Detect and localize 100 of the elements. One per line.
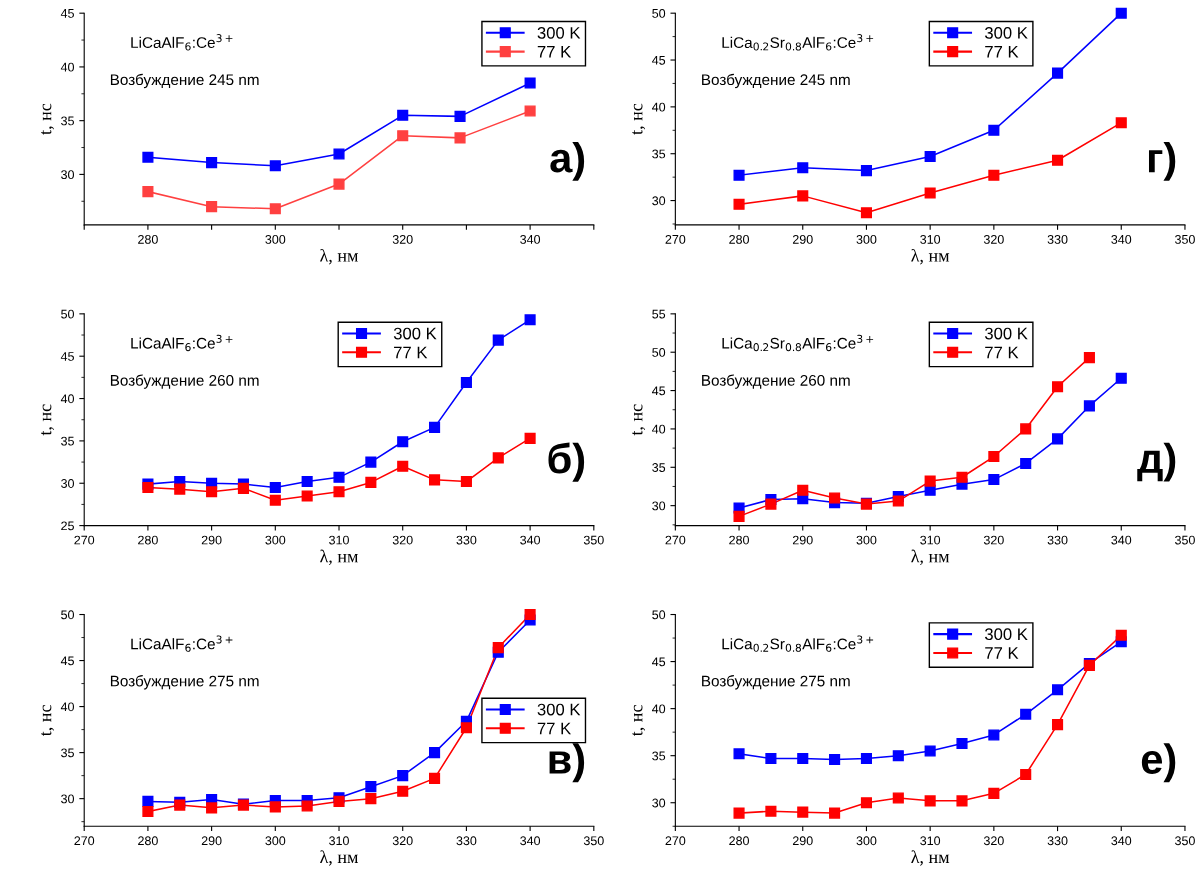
- y-tick-label: 50: [652, 610, 666, 620]
- x-tick-label: 270: [74, 535, 95, 545]
- annotation: LiCa$_{0.2}$Sr$_{0.8}$AlF$_{6}$:Ce$^{3+}$: [722, 34, 874, 51]
- x-tick-label: 270: [665, 234, 686, 244]
- x-tick-label: 340: [520, 836, 541, 846]
- y-tick-label: 45: [60, 656, 74, 666]
- x-tick-label: 340: [520, 535, 541, 545]
- y-tick-label: 30: [652, 798, 666, 808]
- x-tick-label: 350: [1175, 535, 1195, 545]
- y-tick-label: 45: [652, 657, 666, 667]
- x-tick-label: 330: [1047, 535, 1068, 545]
- annotation: LiCaAlF$_{6}$:Ce$^{3+}$: [131, 635, 233, 652]
- legend-label: 300 K: [537, 703, 581, 716]
- x-tick-label: 350: [1175, 836, 1195, 846]
- x-tick-label: 300: [856, 234, 877, 244]
- x-tick-label: 320: [983, 535, 1004, 545]
- y-tick-label: 35: [652, 751, 666, 761]
- x-tick-label: 290: [201, 535, 222, 545]
- x-tick-label: 310: [329, 836, 349, 846]
- annotation: д): [1137, 442, 1176, 482]
- x-tick-label: 300: [856, 836, 877, 846]
- y-tick-label: 40: [60, 394, 74, 404]
- legend-label: 300 K: [393, 327, 437, 340]
- x-axis-title: λ, нм: [320, 850, 359, 866]
- legend-label: 77 K: [394, 346, 428, 359]
- annotation: LiCa$_{0.2}$Sr$_{0.8}$AlF$_{6}$:Ce$^{3+}$: [722, 635, 874, 652]
- y-tick-label: 35: [652, 463, 666, 472]
- annotation: LiCaAlF$_{6}$:Ce$^{3+}$: [131, 34, 233, 51]
- x-axis-title: λ, нм: [911, 248, 950, 265]
- annotation: Возбуждение 260 nm: [110, 374, 259, 389]
- annotation: е): [1141, 743, 1176, 783]
- x-tick-label: 280: [729, 535, 749, 545]
- y-tick-label: 30: [61, 170, 74, 180]
- y-tick-label: 30: [61, 479, 74, 488]
- x-tick-label: 280: [138, 535, 158, 545]
- x-tick-label: 310: [920, 836, 941, 846]
- legend-label: 77 K: [985, 46, 1019, 58]
- annotation: LiCa$_{0.2}$Sr$_{0.8}$AlF$_{6}$:Ce$^{3+}$: [722, 334, 874, 352]
- x-tick-label: 340: [1111, 535, 1132, 545]
- x-tick-label: 280: [729, 836, 749, 846]
- x-tick-label: 320: [392, 836, 413, 846]
- x-tick-label: 290: [792, 234, 813, 244]
- x-tick-label: 320: [983, 234, 1004, 244]
- x-tick-label: 350: [1175, 234, 1195, 244]
- x-tick-label: 300: [265, 836, 286, 846]
- x-tick-label: 310: [329, 535, 349, 545]
- legend-label: 300 K: [984, 628, 1028, 641]
- x-tick-label: 270: [665, 535, 686, 545]
- x-axis-title: λ, нм: [911, 549, 950, 566]
- y-tick-label: 40: [652, 704, 666, 714]
- y-tick-label: 40: [60, 62, 74, 72]
- legend-label: 77 K: [537, 46, 572, 58]
- x-axis-title: λ, нм: [320, 248, 359, 265]
- y-tick-label: 45: [60, 9, 74, 18]
- x-tick-label: 340: [1111, 836, 1132, 846]
- y-axis-title: t, нс: [632, 705, 646, 737]
- annotation: Возбуждение 245 nm: [110, 73, 259, 89]
- x-tick-label: 320: [392, 234, 413, 244]
- x-tick-label: 300: [265, 535, 286, 545]
- legend-label: 300 K: [984, 26, 1028, 39]
- x-tick-label: 330: [456, 836, 477, 846]
- x-tick-label: 350: [583, 836, 604, 846]
- annotation: а): [550, 141, 585, 181]
- y-tick-label: 30: [61, 794, 74, 804]
- annotation: Возбуждение 275 nm: [702, 675, 850, 690]
- x-axis-title: λ, нм: [911, 850, 950, 866]
- x-tick-label: 350: [583, 535, 604, 545]
- annotation: б): [548, 442, 585, 482]
- y-axis-title: t, нс: [41, 705, 54, 737]
- legend-label: 77 K: [537, 722, 572, 735]
- legend-label: 77 K: [985, 346, 1019, 359]
- annotation: в): [549, 743, 585, 783]
- x-tick-label: 290: [201, 836, 222, 846]
- x-tick-label: 330: [1047, 234, 1068, 244]
- x-tick-label: 270: [74, 836, 95, 846]
- x-tick-label: 320: [392, 535, 413, 545]
- x-tick-label: 270: [665, 836, 686, 846]
- x-tick-label: 340: [520, 234, 541, 244]
- y-tick-label: 30: [652, 501, 666, 511]
- y-axis-title: t, нс: [41, 103, 54, 135]
- y-axis-title: t, нс: [632, 103, 646, 135]
- y-axis-title: t, нс: [41, 404, 54, 436]
- y-tick-label: 25: [61, 521, 74, 531]
- x-tick-label: 290: [792, 836, 813, 846]
- y-tick-label: 40: [652, 424, 666, 434]
- y-tick-label: 50: [652, 8, 666, 18]
- y-tick-label: 45: [652, 386, 666, 396]
- x-tick-label: 330: [1047, 836, 1068, 846]
- x-tick-label: 280: [138, 234, 158, 244]
- y-tick-label: 45: [652, 55, 666, 65]
- x-tick-label: 300: [856, 535, 877, 545]
- x-tick-label: 280: [138, 836, 158, 846]
- y-tick-label: 35: [61, 748, 74, 758]
- x-tick-label: 280: [729, 234, 749, 244]
- x-tick-label: 300: [265, 234, 286, 244]
- y-tick-label: 55: [652, 309, 666, 319]
- annotation: Возбуждение 260 nm: [702, 374, 850, 389]
- y-axis-title: t, нс: [632, 404, 646, 436]
- x-tick-label: 310: [920, 234, 941, 244]
- y-tick-label: 40: [60, 702, 74, 712]
